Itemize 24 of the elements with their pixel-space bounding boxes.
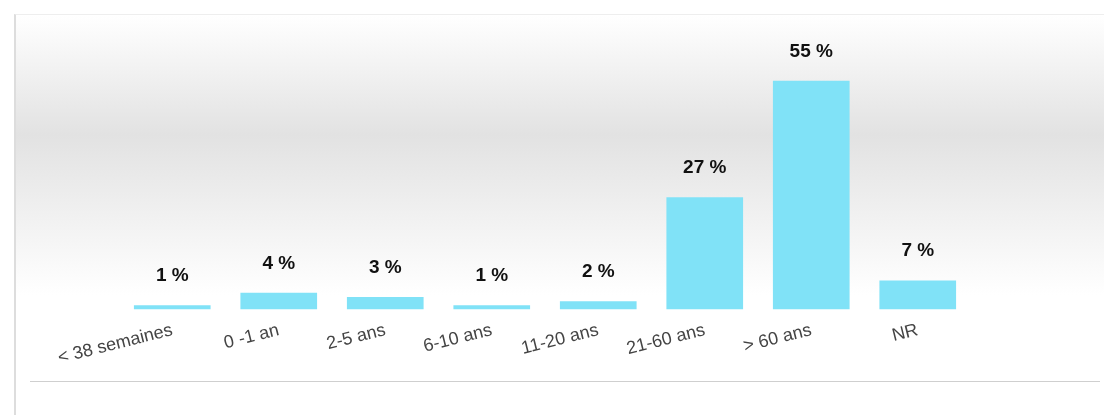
data-label: 1 %	[475, 264, 509, 286]
x-tick-label: 21-60 ans	[624, 319, 707, 359]
data-label: 3 %	[368, 255, 402, 277]
x-tick-label: 0 -1 an	[221, 319, 281, 353]
data-label: 55 %	[789, 39, 834, 61]
bar	[772, 80, 850, 310]
x-tick-label: 11-20 ans	[519, 319, 601, 358]
data-label: 1 %	[155, 264, 189, 286]
x-tick-label: 2-5 ans	[324, 319, 388, 354]
data-label: 7 %	[901, 239, 935, 261]
data-label: 4 %	[262, 251, 296, 273]
x-tick-label: > 60 ans	[741, 319, 814, 356]
data-label: 2 %	[581, 259, 615, 281]
data-label: 27 %	[683, 155, 727, 177]
bar	[240, 292, 318, 310]
x-tick-label: NR	[889, 319, 920, 345]
bar	[346, 297, 424, 310]
bar	[879, 280, 957, 310]
x-tick-label: < 38 semaines	[55, 319, 175, 368]
x-tick-label: 6-10 ans	[421, 319, 494, 356]
bar	[666, 197, 744, 310]
bar	[453, 305, 531, 310]
bar	[559, 301, 637, 310]
bar	[133, 305, 211, 310]
